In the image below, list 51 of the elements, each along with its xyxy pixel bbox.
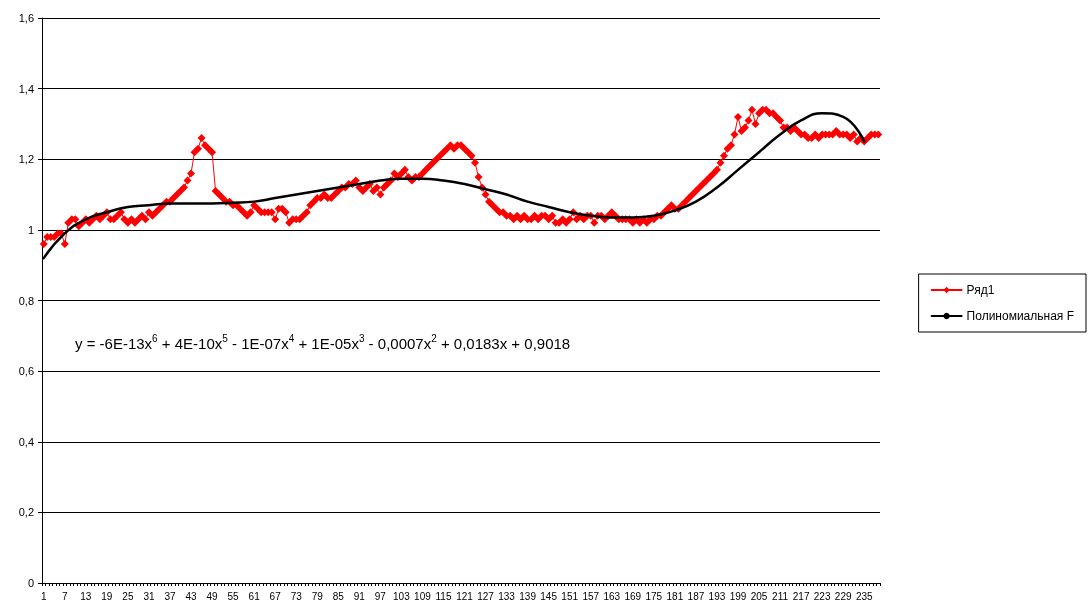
legend-label: Полиномиальная F	[966, 309, 1075, 323]
x-tick-label: 163	[603, 590, 621, 602]
legend-label: Ряд1	[966, 283, 995, 297]
x-tick-label: 175	[645, 590, 663, 602]
x-tick-label: 103	[393, 590, 411, 602]
y-tick-label: 0,6	[18, 365, 34, 378]
x-tick-label: 67	[269, 590, 282, 602]
x-tick-label: 115	[435, 590, 452, 602]
x-tick-label: 205	[750, 590, 768, 602]
x-tick-label: 31	[143, 590, 155, 602]
y-tick-label: 0	[27, 577, 34, 589]
x-tick-label: 37	[164, 590, 176, 602]
x-tick-label: 223	[813, 590, 831, 602]
x-tick-label: 181	[666, 590, 684, 602]
y-tick-label: 0,2	[18, 506, 34, 519]
x-tick-label: 43	[185, 590, 198, 602]
x-tick-label: 211	[772, 590, 789, 602]
x-tick-label: 85	[332, 590, 345, 602]
x-tick-label: 151	[561, 590, 579, 602]
x-tick-label: 145	[540, 590, 558, 602]
y-tick-label: 0,4	[18, 435, 34, 448]
x-tick-label: 25	[122, 590, 134, 602]
x-tick-label: 217	[792, 590, 810, 602]
x-tick-label: 61	[248, 590, 261, 602]
x-tick-label: 19	[101, 590, 113, 602]
x-tick-label: 13	[80, 590, 92, 602]
x-tick-label: 109	[414, 590, 432, 602]
x-tick-label: 97	[374, 590, 387, 602]
y-tick-label: 1,6	[18, 12, 34, 24]
x-tick-label: 91	[353, 590, 366, 602]
x-tick-label: 199	[729, 590, 747, 602]
y-tick-label: 0,8	[18, 294, 34, 307]
x-tick-label: 127	[477, 590, 495, 602]
x-tick-label: 133	[498, 590, 516, 602]
x-tick-label: 121	[456, 590, 474, 602]
x-tick-label: 55	[227, 590, 240, 602]
x-tick-label: 157	[582, 590, 600, 602]
x-tick-label: 169	[624, 590, 642, 602]
x-tick-label: 193	[708, 590, 726, 602]
x-tick-label: 235	[855, 590, 873, 602]
x-tick-label: 7	[62, 590, 69, 602]
x-tick-label: 1	[40, 590, 47, 602]
x-tick-label: 73	[290, 590, 303, 602]
y-tick-label: 1,4	[18, 82, 34, 95]
x-tick-label: 49	[206, 590, 219, 602]
y-tick-label: 1	[27, 223, 34, 236]
y-tick-label: 1,2	[18, 153, 34, 166]
x-tick-label: 229	[834, 590, 852, 602]
x-tick-label: 139	[519, 590, 537, 602]
x-tick-label: 187	[687, 590, 705, 602]
x-tick-label: 79	[311, 590, 324, 602]
